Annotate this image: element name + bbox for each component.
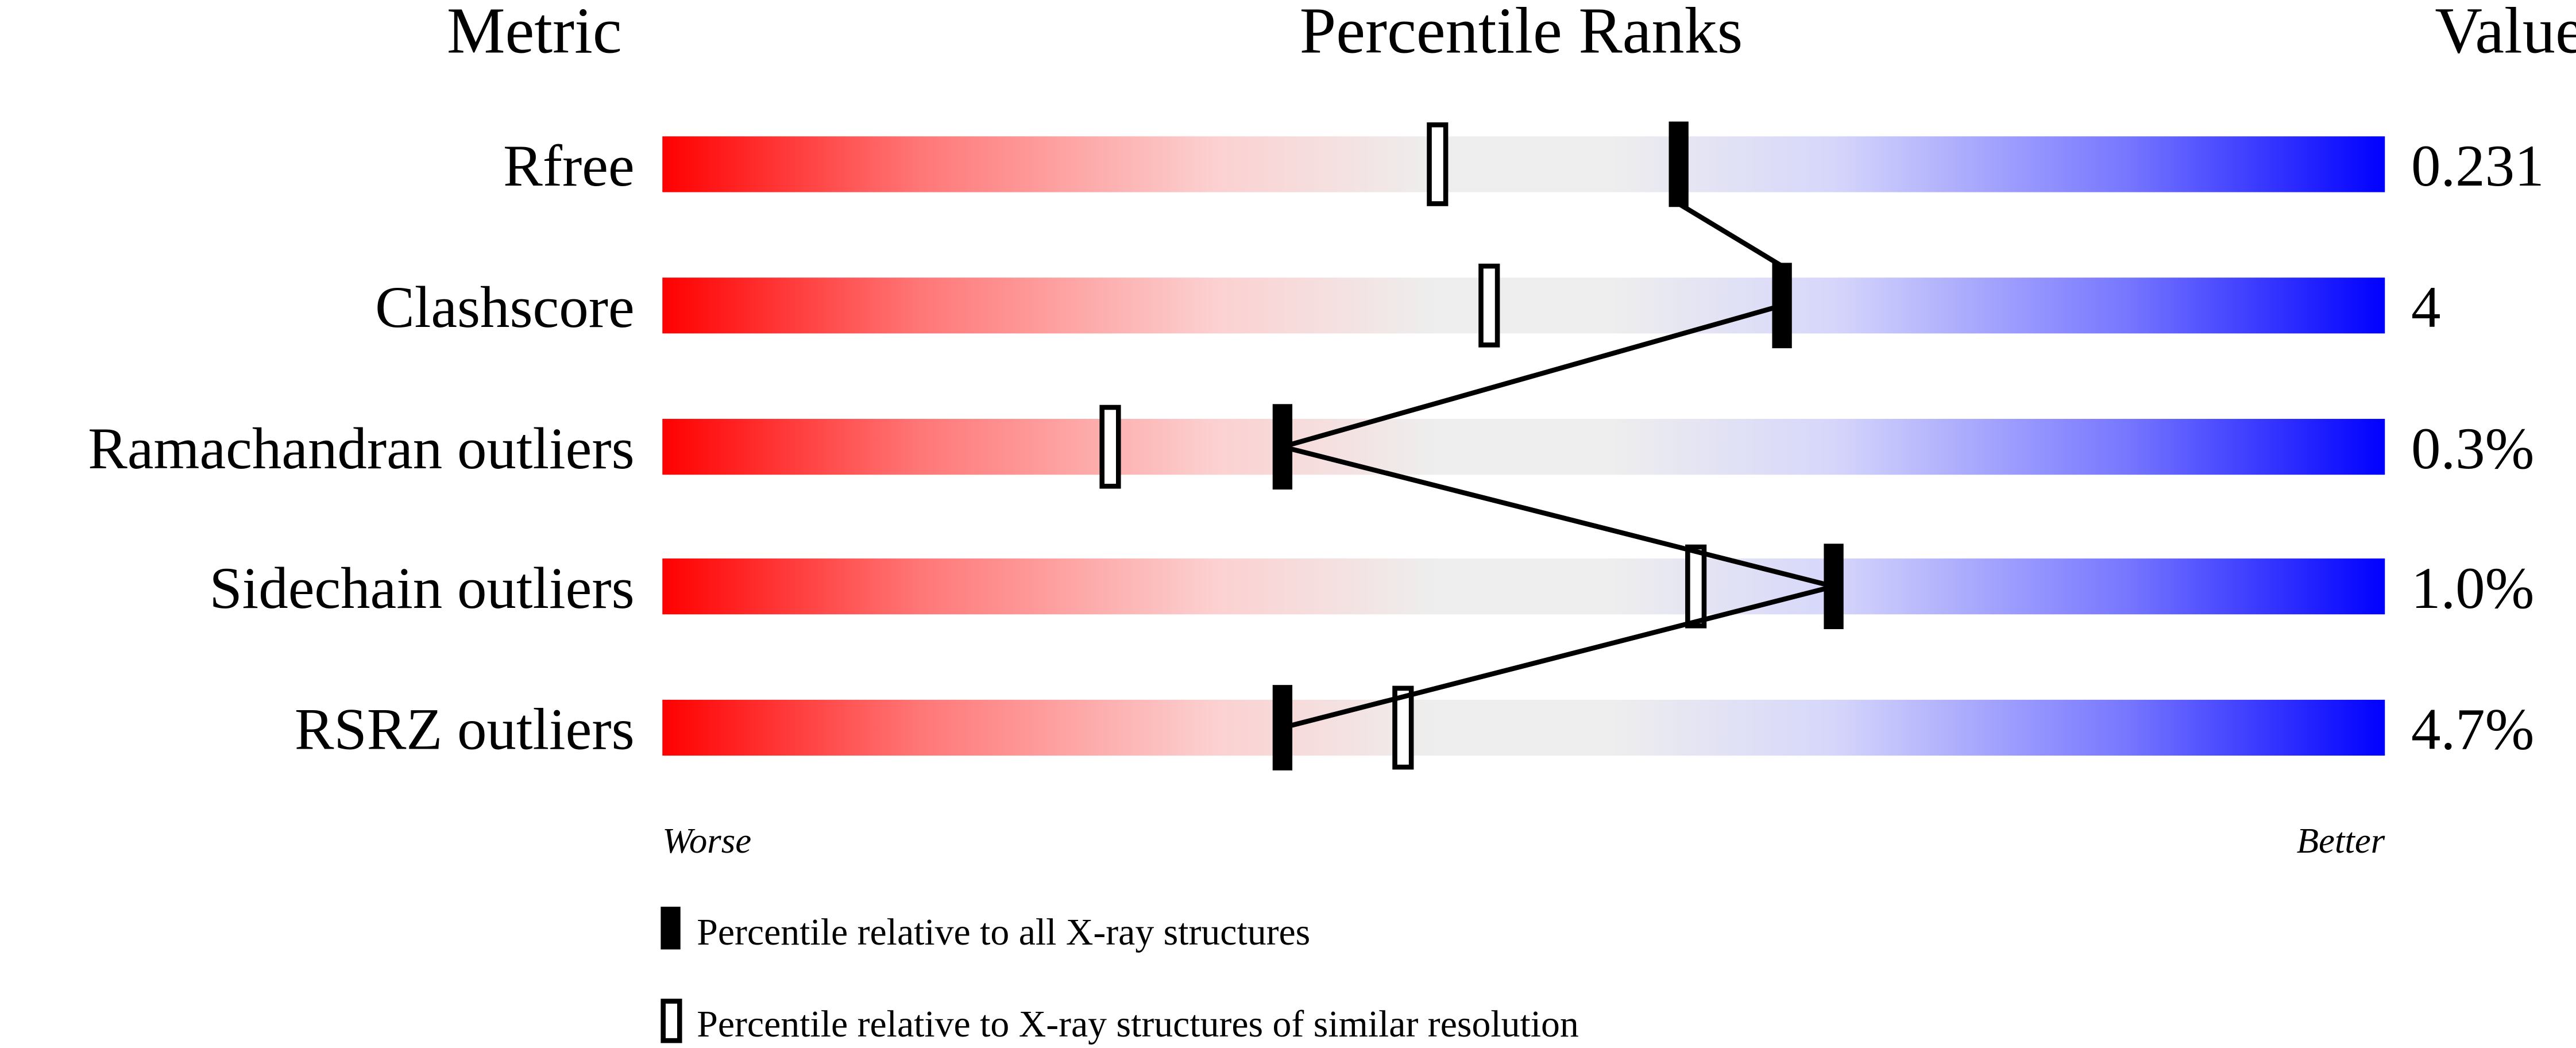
percentile-bar xyxy=(662,278,2385,334)
connector-line xyxy=(1281,584,1835,730)
percentile-bar xyxy=(662,419,2385,475)
legend-filled-marker xyxy=(661,907,681,950)
value-header: Value xyxy=(2435,0,2576,67)
all-structures-marker xyxy=(1272,685,1293,770)
metric-label: Ramachandran outliers xyxy=(88,416,635,481)
all-structures-marker xyxy=(1272,404,1293,490)
metric-value: 0.3% xyxy=(2411,416,2534,481)
metric-label: Sidechain outliers xyxy=(209,556,634,621)
percentile-bar xyxy=(662,136,2385,192)
metric-label: RSRZ outliers xyxy=(295,697,635,762)
legend-label-all: Percentile relative to all X-ray structu… xyxy=(697,911,1310,953)
similar-resolution-marker xyxy=(1392,685,1414,770)
metric-value: 4 xyxy=(2411,275,2440,340)
all-structures-marker xyxy=(1824,544,1844,629)
percentile-bar xyxy=(662,558,2385,615)
connector-line xyxy=(1281,444,1835,589)
better-label: Better xyxy=(2297,820,2385,861)
similar-resolution-marker xyxy=(1685,544,1707,629)
similar-resolution-marker xyxy=(1427,122,1449,206)
all-structures-marker xyxy=(1772,263,1792,349)
legend-label-similar: Percentile relative to X-ray structures … xyxy=(697,1003,1578,1045)
chart-title: Percentile Ranks xyxy=(1300,0,1743,67)
metric-header: Metric xyxy=(447,0,622,67)
connector-line xyxy=(1281,303,1783,449)
metric-label: Clashscore xyxy=(375,275,635,340)
similar-resolution-marker xyxy=(1099,404,1121,489)
worse-label: Worse xyxy=(662,820,751,861)
all-structures-marker xyxy=(1669,121,1689,207)
metric-value: 1.0% xyxy=(2411,556,2534,621)
metric-value: 0.231 xyxy=(2411,133,2544,199)
legend-open-marker xyxy=(661,999,682,1043)
metric-value: 4.7% xyxy=(2411,697,2534,762)
metric-label: Rfree xyxy=(503,133,635,199)
similar-resolution-marker xyxy=(1478,263,1500,348)
connector-line xyxy=(1677,201,1783,268)
percentile-bar xyxy=(662,699,2385,756)
